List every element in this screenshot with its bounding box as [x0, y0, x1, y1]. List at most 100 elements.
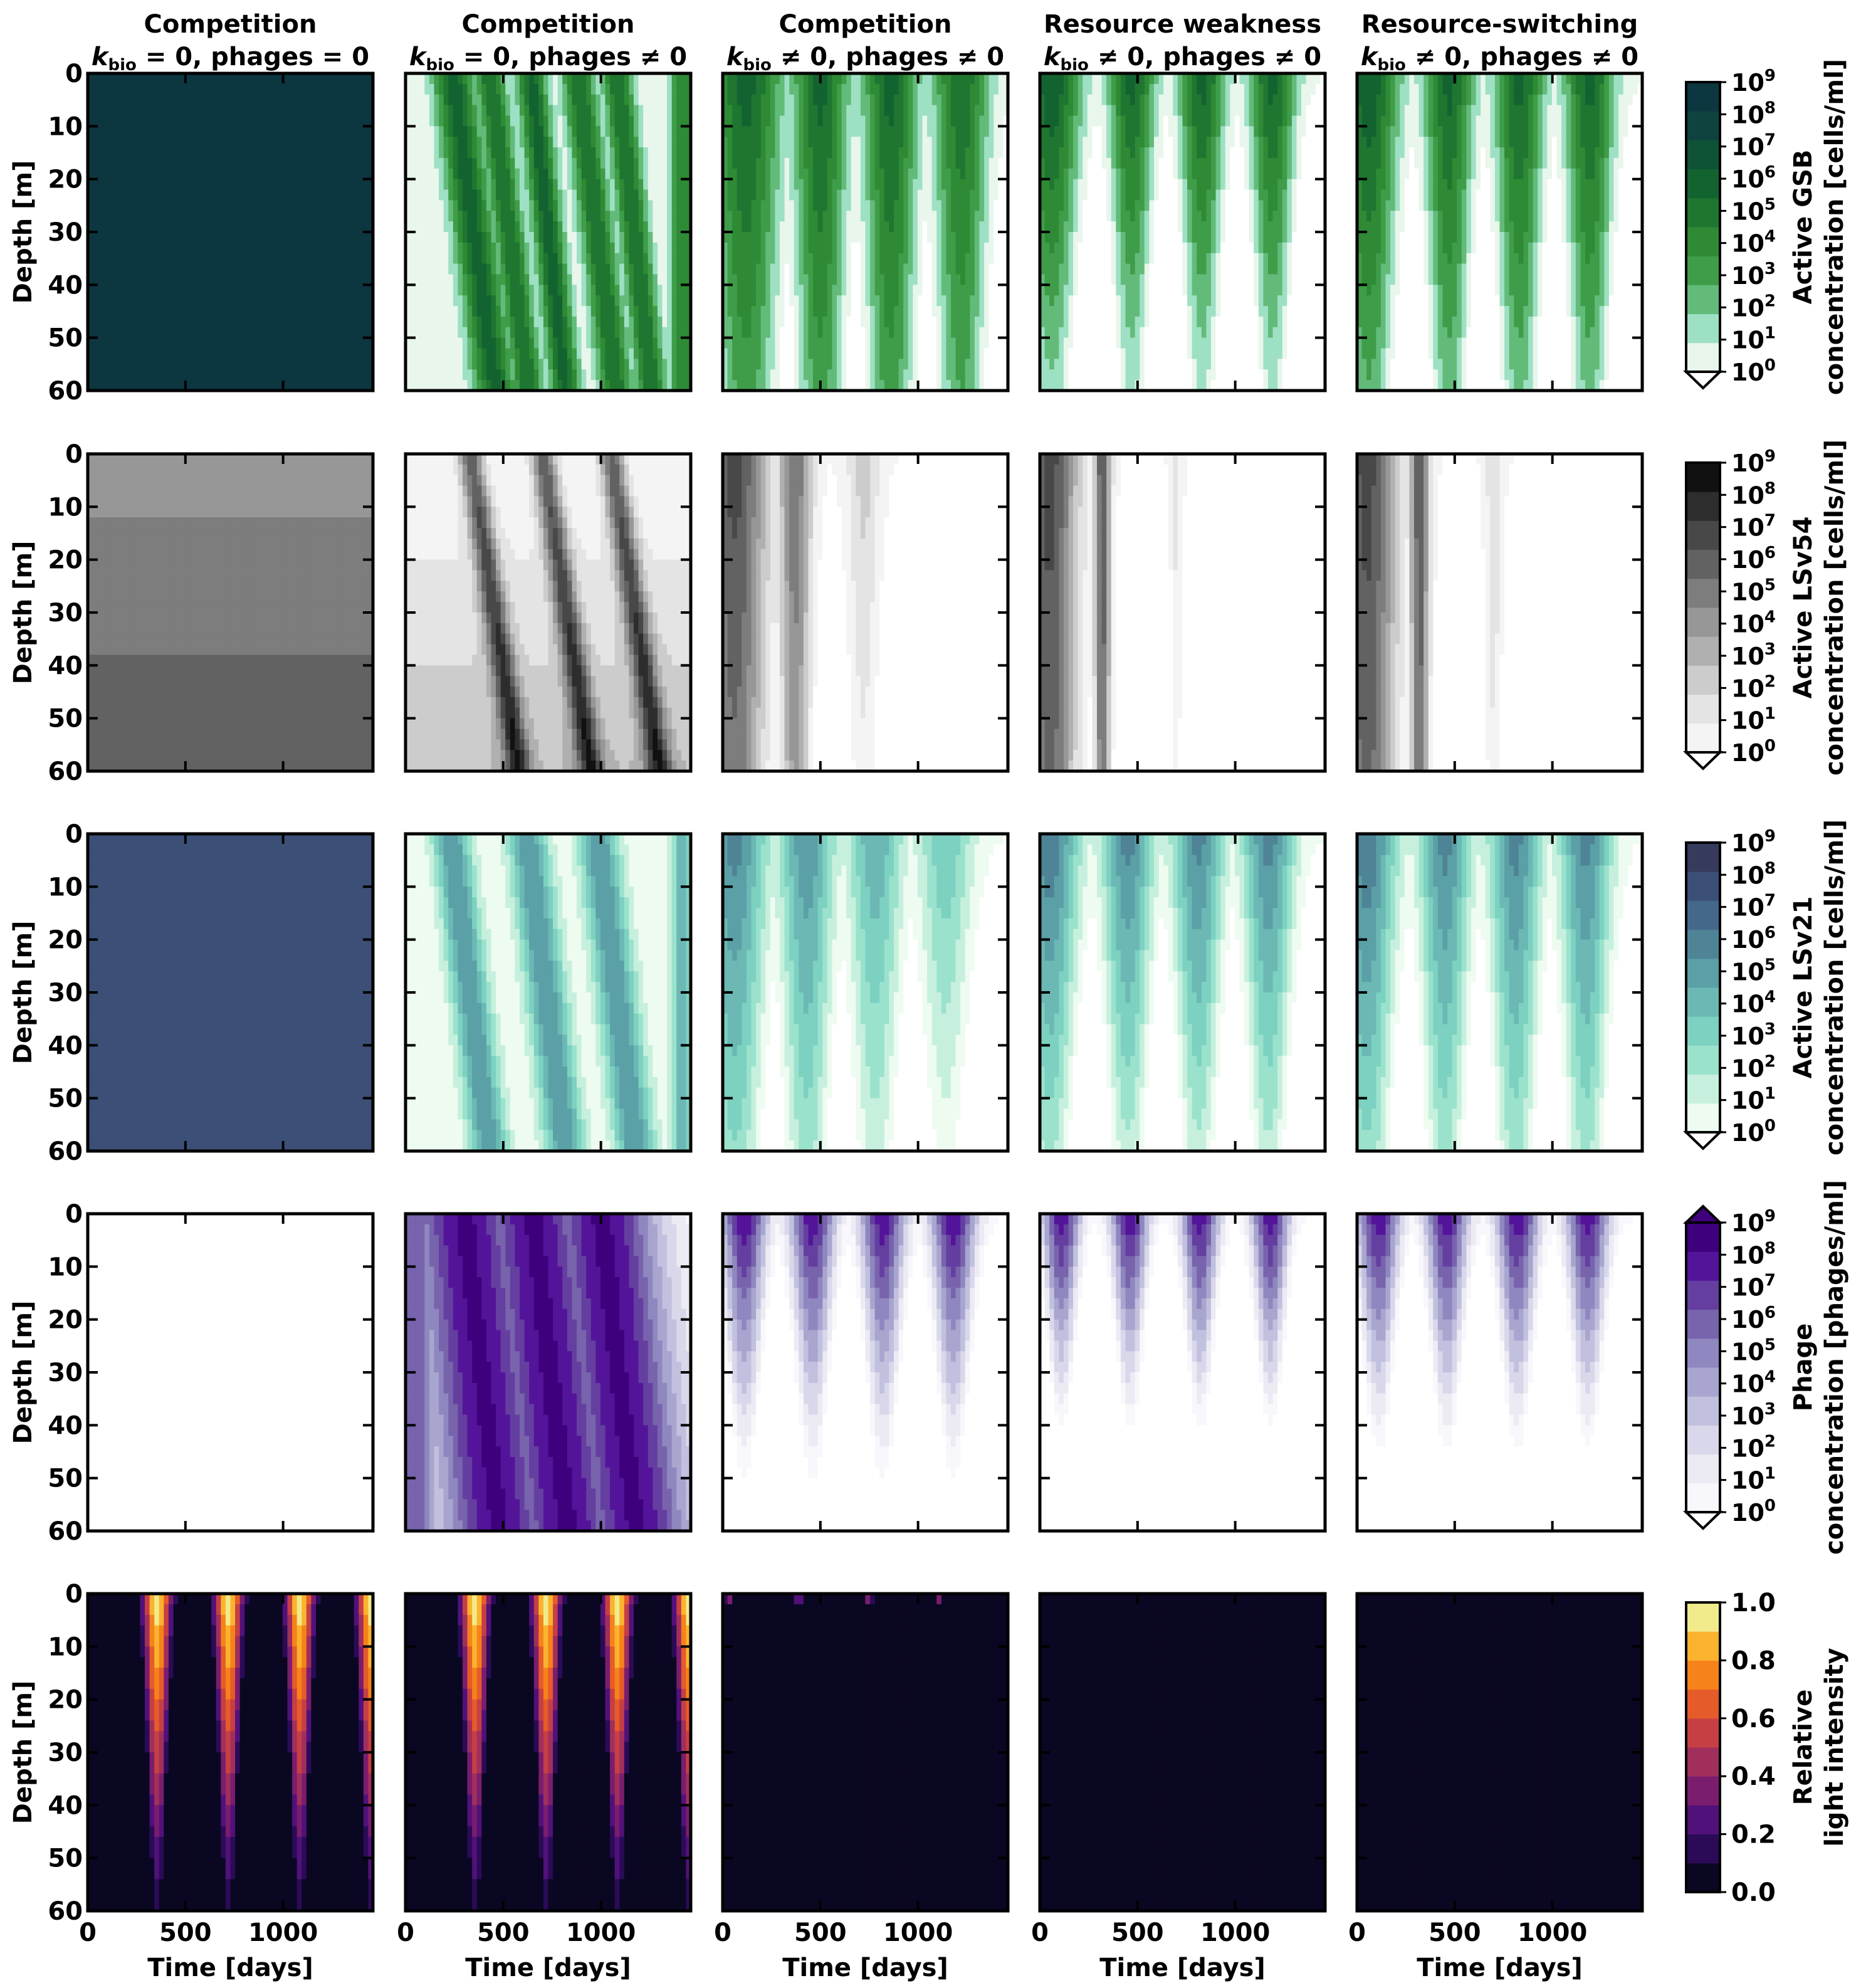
heatmap-cell [865, 83, 871, 95]
heatmap-cell [335, 380, 340, 391]
heatmap-cell [173, 253, 179, 265]
heatmap-cell [282, 337, 288, 349]
heatmap-cell [889, 115, 894, 127]
heatmap-cell [419, 147, 425, 159]
heatmap-cell [282, 126, 288, 137]
heatmap-cell [520, 359, 525, 370]
heatmap-cell [610, 359, 616, 370]
heatmap-cell [296, 221, 302, 233]
heatmap-cell [316, 168, 322, 180]
heatmap-cell [259, 221, 265, 233]
heatmap-cell [211, 327, 217, 339]
heatmap-cell [244, 115, 250, 127]
heatmap-cell [429, 337, 435, 349]
heatmap-cell [898, 285, 904, 296]
heatmap-cell [562, 189, 568, 201]
heatmap-cell [197, 242, 202, 254]
heatmap-cell [667, 137, 673, 148]
heatmap-cell [851, 115, 856, 127]
heatmap-cell [125, 94, 131, 106]
heatmap-cell [192, 242, 198, 254]
heatmap-cell [472, 211, 478, 222]
heatmap-cell [936, 274, 942, 285]
heatmap-cell [681, 168, 687, 180]
heatmap-cell [202, 221, 207, 233]
heatmap-cell [586, 369, 592, 381]
heatmap-cell [667, 232, 673, 243]
heatmap-cell [567, 105, 573, 117]
heatmap-cell [746, 200, 752, 211]
heatmap-cell [681, 285, 687, 296]
heatmap-cell [434, 253, 439, 265]
heatmap-cell [458, 242, 463, 254]
heatmap-cell [657, 200, 663, 211]
heatmap-cell [984, 200, 990, 211]
heatmap-cell [760, 73, 766, 85]
heatmap-cell [88, 295, 93, 307]
heatmap-cell [292, 179, 298, 191]
heatmap-cell [832, 285, 837, 296]
heatmap-cell [287, 380, 293, 391]
heatmap-cell [765, 179, 771, 191]
heatmap-cell [908, 147, 913, 159]
heatmap-cell [737, 274, 742, 285]
heatmap-cell [837, 285, 842, 296]
heatmap-cell [941, 211, 947, 222]
heatmap-cell [913, 73, 918, 85]
heatmap-cell [443, 348, 449, 359]
heatmap-cell [145, 83, 150, 95]
heatmap-cell [647, 83, 653, 95]
heatmap-cell [278, 380, 283, 391]
heatmap-cell [306, 168, 312, 180]
heatmap-cell [671, 73, 677, 85]
heatmap-cell [803, 73, 809, 85]
heatmap-cell [154, 316, 160, 328]
heatmap-cell [789, 274, 795, 285]
heatmap-cell [344, 359, 350, 370]
heatmap-cell [145, 157, 150, 169]
heatmap-cell [951, 94, 957, 106]
heatmap-cell [590, 295, 596, 307]
heatmap-cell [567, 253, 573, 265]
heatmap-cell [88, 115, 93, 127]
heatmap-cell [88, 242, 93, 254]
heatmap-cell [595, 94, 601, 106]
heatmap-cell [415, 105, 421, 117]
heatmap-cell [610, 242, 616, 254]
heatmap-cell [789, 200, 795, 211]
heatmap-cell [415, 285, 421, 296]
heatmap-cell [472, 83, 478, 95]
heatmap-cell [894, 179, 899, 191]
heatmap-cell [653, 179, 658, 191]
heatmap-cell [419, 253, 425, 265]
heatmap-cell [230, 242, 236, 254]
heatmap-cell [662, 253, 668, 265]
heatmap-cell [908, 157, 913, 169]
heatmap-cell [325, 168, 331, 180]
heatmap-cell [463, 189, 468, 201]
heatmap-cell [202, 126, 207, 137]
heatmap-cell [344, 211, 350, 222]
heatmap-cell [581, 73, 587, 85]
heatmap-cell [510, 137, 516, 148]
heatmap-cell [311, 168, 317, 180]
heatmap-cell [88, 137, 93, 148]
heatmap-cell [543, 232, 549, 243]
heatmap-cell [325, 83, 331, 95]
heatmap-cell [173, 380, 179, 391]
heatmap-cell [529, 200, 535, 211]
heatmap-cell [197, 337, 202, 349]
heatmap-cell [406, 211, 411, 222]
heatmap-cell [168, 147, 174, 159]
heatmap-cell [344, 147, 350, 159]
heatmap-cell [125, 168, 131, 180]
heatmap-cell [316, 316, 322, 328]
heatmap-cell [439, 179, 444, 191]
heatmap-cell [822, 94, 828, 106]
heatmap-cell [239, 221, 245, 233]
heatmap-cell [917, 211, 923, 222]
heatmap-cell [496, 348, 501, 359]
heatmap-cell [316, 94, 322, 106]
heatmap-cell [984, 285, 990, 296]
heatmap-cell [491, 274, 496, 285]
